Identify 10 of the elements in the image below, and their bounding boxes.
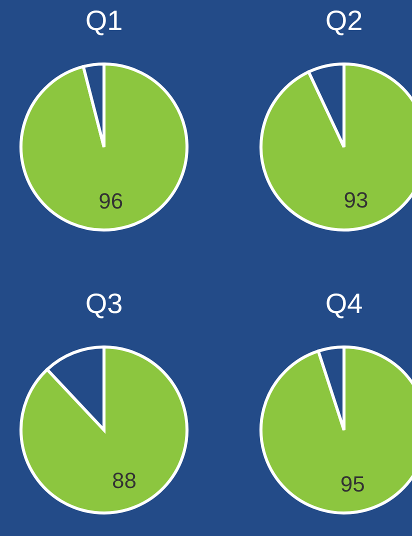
pie-slice [20, 346, 188, 514]
data-label: 96 [98, 188, 124, 214]
pie-slice [20, 62, 188, 232]
chart-title: Q3 [85, 288, 123, 319]
chart-title: Q1 [85, 5, 123, 36]
data-label: 88 [112, 468, 136, 494]
data-label: 95 [340, 471, 365, 496]
data-label: 93 [344, 188, 368, 213]
chart-title: Q4 [325, 288, 363, 319]
chart-title: Q2 [325, 5, 363, 36]
